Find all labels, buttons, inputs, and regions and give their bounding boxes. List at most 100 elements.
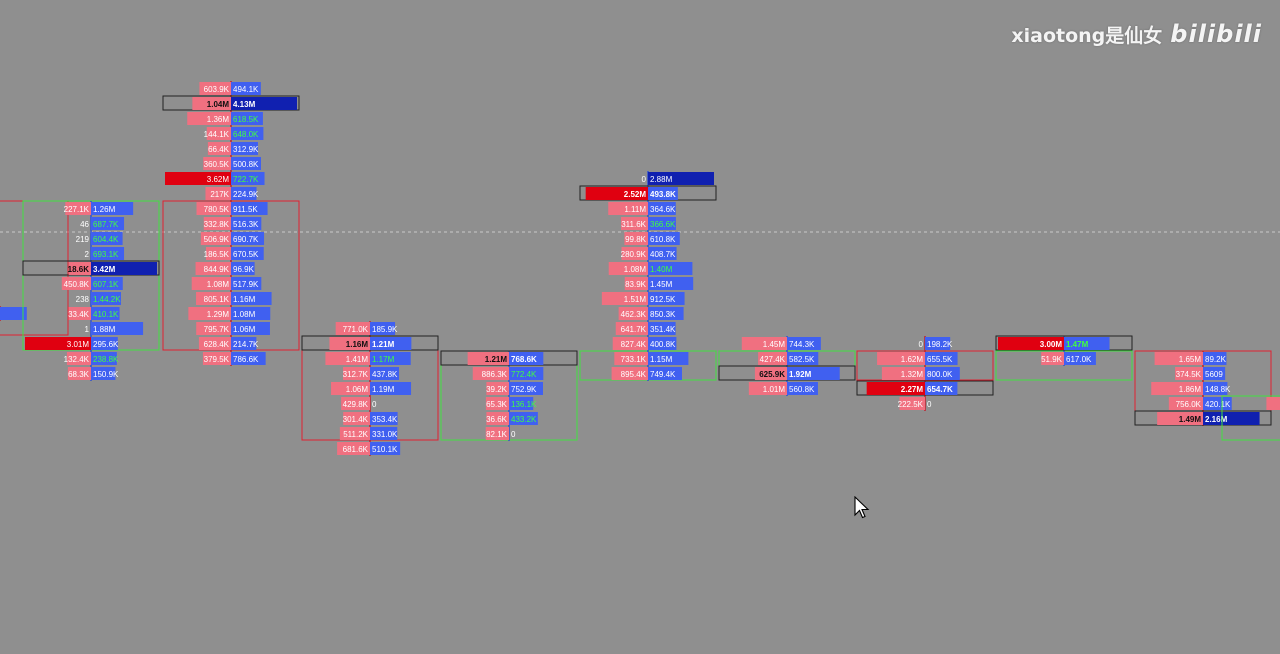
ask-volume-bar bbox=[231, 142, 258, 155]
bid-volume-bar bbox=[741, 337, 787, 350]
ask-volume-bar bbox=[370, 427, 398, 440]
ask-volume-bar bbox=[231, 337, 257, 350]
ask-volume-bar bbox=[648, 307, 684, 320]
ask-volume-bar bbox=[231, 202, 268, 215]
bid-volume-label: 1.11M bbox=[624, 205, 646, 214]
bid-volume-bar bbox=[337, 442, 370, 455]
ask-volume-label: 408.7K bbox=[650, 250, 676, 259]
bid-volume-label: 379.5K bbox=[204, 355, 230, 364]
ask-volume-label: 410.1K bbox=[93, 310, 119, 319]
bid-volume-label: 771.0K bbox=[343, 325, 369, 334]
ask-volume-label: 1.47M bbox=[1066, 340, 1089, 349]
ask-volume-label: 1.21M bbox=[372, 340, 395, 349]
bid-volume-bar bbox=[331, 382, 370, 395]
bid-volume-label: 1.29M bbox=[207, 310, 230, 319]
bid-volume-label: 51.9K bbox=[1041, 355, 1063, 364]
ask-volume-bar bbox=[91, 307, 120, 320]
bid-volume-label: 219 bbox=[76, 235, 90, 244]
ask-volume-bar bbox=[0, 307, 27, 320]
ask-volume-bar bbox=[231, 262, 255, 275]
bid-volume-bar bbox=[68, 262, 91, 275]
bid-volume-label: 625.9K bbox=[759, 370, 785, 379]
ask-volume-label: 610.8K bbox=[650, 235, 676, 244]
bid-volume-bar bbox=[866, 382, 925, 395]
bid-volume-label: 46 bbox=[80, 220, 89, 229]
ask-volume-label: 1.44.2K bbox=[93, 295, 121, 304]
ask-volume-bar bbox=[648, 352, 689, 365]
ask-volume-bar bbox=[1203, 352, 1227, 365]
bid-volume-bar bbox=[608, 202, 648, 215]
watermark-author: xiaotong是仙女 bbox=[1011, 24, 1163, 47]
ask-volume-label: 295.6K bbox=[93, 340, 119, 349]
bid-volume-label: 1 bbox=[85, 325, 90, 334]
ask-volume-bar bbox=[1064, 352, 1096, 365]
ask-volume-label: 185.9K bbox=[372, 325, 398, 334]
ask-volume-bar bbox=[370, 352, 411, 365]
ask-volume-bar bbox=[648, 262, 693, 275]
bid-volume-label: 1.86M bbox=[1179, 385, 1202, 394]
bid-volume-label: 886.3K bbox=[482, 370, 508, 379]
ask-volume-bar bbox=[370, 337, 412, 350]
ask-volume-label: 3.42M bbox=[93, 265, 116, 274]
bid-volume-label: 511.2K bbox=[343, 430, 368, 439]
bid-volume-bar bbox=[196, 292, 231, 305]
ask-volume-label: 690.7K bbox=[233, 235, 259, 244]
bid-volume-label: 33.4K bbox=[68, 310, 90, 319]
ask-volume-bar bbox=[648, 172, 714, 185]
bid-volume-label: 280.9K bbox=[621, 250, 647, 259]
ask-volume-bar bbox=[648, 187, 678, 200]
ask-volume-label: 604.4K bbox=[93, 235, 119, 244]
ask-volume-label: 618.5K bbox=[233, 115, 259, 124]
bid-volume-label: 227.1K bbox=[64, 205, 90, 214]
ask-volume-label: 1.92M bbox=[789, 370, 812, 379]
ask-volume-bar bbox=[370, 442, 401, 455]
bid-volume-bar bbox=[202, 352, 231, 365]
bid-volume-bar bbox=[325, 352, 370, 365]
ask-volume-bar bbox=[648, 322, 676, 335]
ask-volume-label: 494.1K bbox=[233, 85, 259, 94]
ask-volume-label: 850.3K bbox=[650, 310, 676, 319]
bid-volume-bar bbox=[192, 97, 231, 110]
ask-volume-label: 351.4K bbox=[650, 325, 676, 334]
bid-volume-label: 733.1K bbox=[621, 355, 647, 364]
bid-volume-label: 2 bbox=[85, 250, 90, 259]
footprint-bar-b7: 0 198.2K1.62M 655.5K1.32M 800.0K2.27M 654.7K… bbox=[856, 336, 994, 411]
bid-volume-bar bbox=[877, 352, 925, 365]
ask-volume-label: 433.2K bbox=[511, 415, 537, 424]
bid-volume-bar bbox=[881, 367, 925, 380]
footprint-bar-b10 bbox=[1221, 395, 1280, 441]
ask-volume-label: 670.5K bbox=[233, 250, 259, 259]
footprint-bar-b0 bbox=[0, 200, 69, 336]
ask-volume-bar bbox=[91, 217, 125, 230]
ask-volume-bar bbox=[1203, 397, 1232, 410]
bid-volume-bar bbox=[467, 352, 509, 365]
bid-volume-bar bbox=[485, 397, 509, 410]
ask-volume-bar bbox=[925, 352, 958, 365]
bid-volume-bar bbox=[486, 382, 509, 395]
bid-volume-label: 66.4K bbox=[208, 145, 230, 154]
bid-volume-bar bbox=[486, 412, 509, 425]
bid-volume-label: 311.6K bbox=[621, 220, 646, 229]
ask-volume-bar bbox=[231, 322, 270, 335]
ask-volume-label: 150.9K bbox=[93, 370, 119, 379]
bid-volume-label: 3.00M bbox=[1040, 340, 1063, 349]
ask-volume-bar bbox=[1064, 337, 1110, 350]
ask-volume-bar bbox=[231, 247, 264, 260]
ask-volume-bar bbox=[231, 307, 271, 320]
candle-body-box bbox=[0, 200, 69, 336]
ask-volume-bar bbox=[231, 187, 257, 200]
ask-volume-label: 1.15M bbox=[650, 355, 673, 364]
ask-volume-label: 655.5K bbox=[927, 355, 953, 364]
bid-volume-label: 3.01M bbox=[67, 340, 90, 349]
ask-volume-bar bbox=[231, 292, 272, 305]
ask-volume-label: 654.7K bbox=[927, 385, 953, 394]
bid-volume-bar bbox=[341, 397, 370, 410]
bid-volume-bar bbox=[196, 202, 231, 215]
bid-volume-bar bbox=[899, 397, 925, 410]
ask-volume-label: 1.06M bbox=[233, 325, 256, 334]
ask-volume-label: 517.9K bbox=[233, 280, 259, 289]
